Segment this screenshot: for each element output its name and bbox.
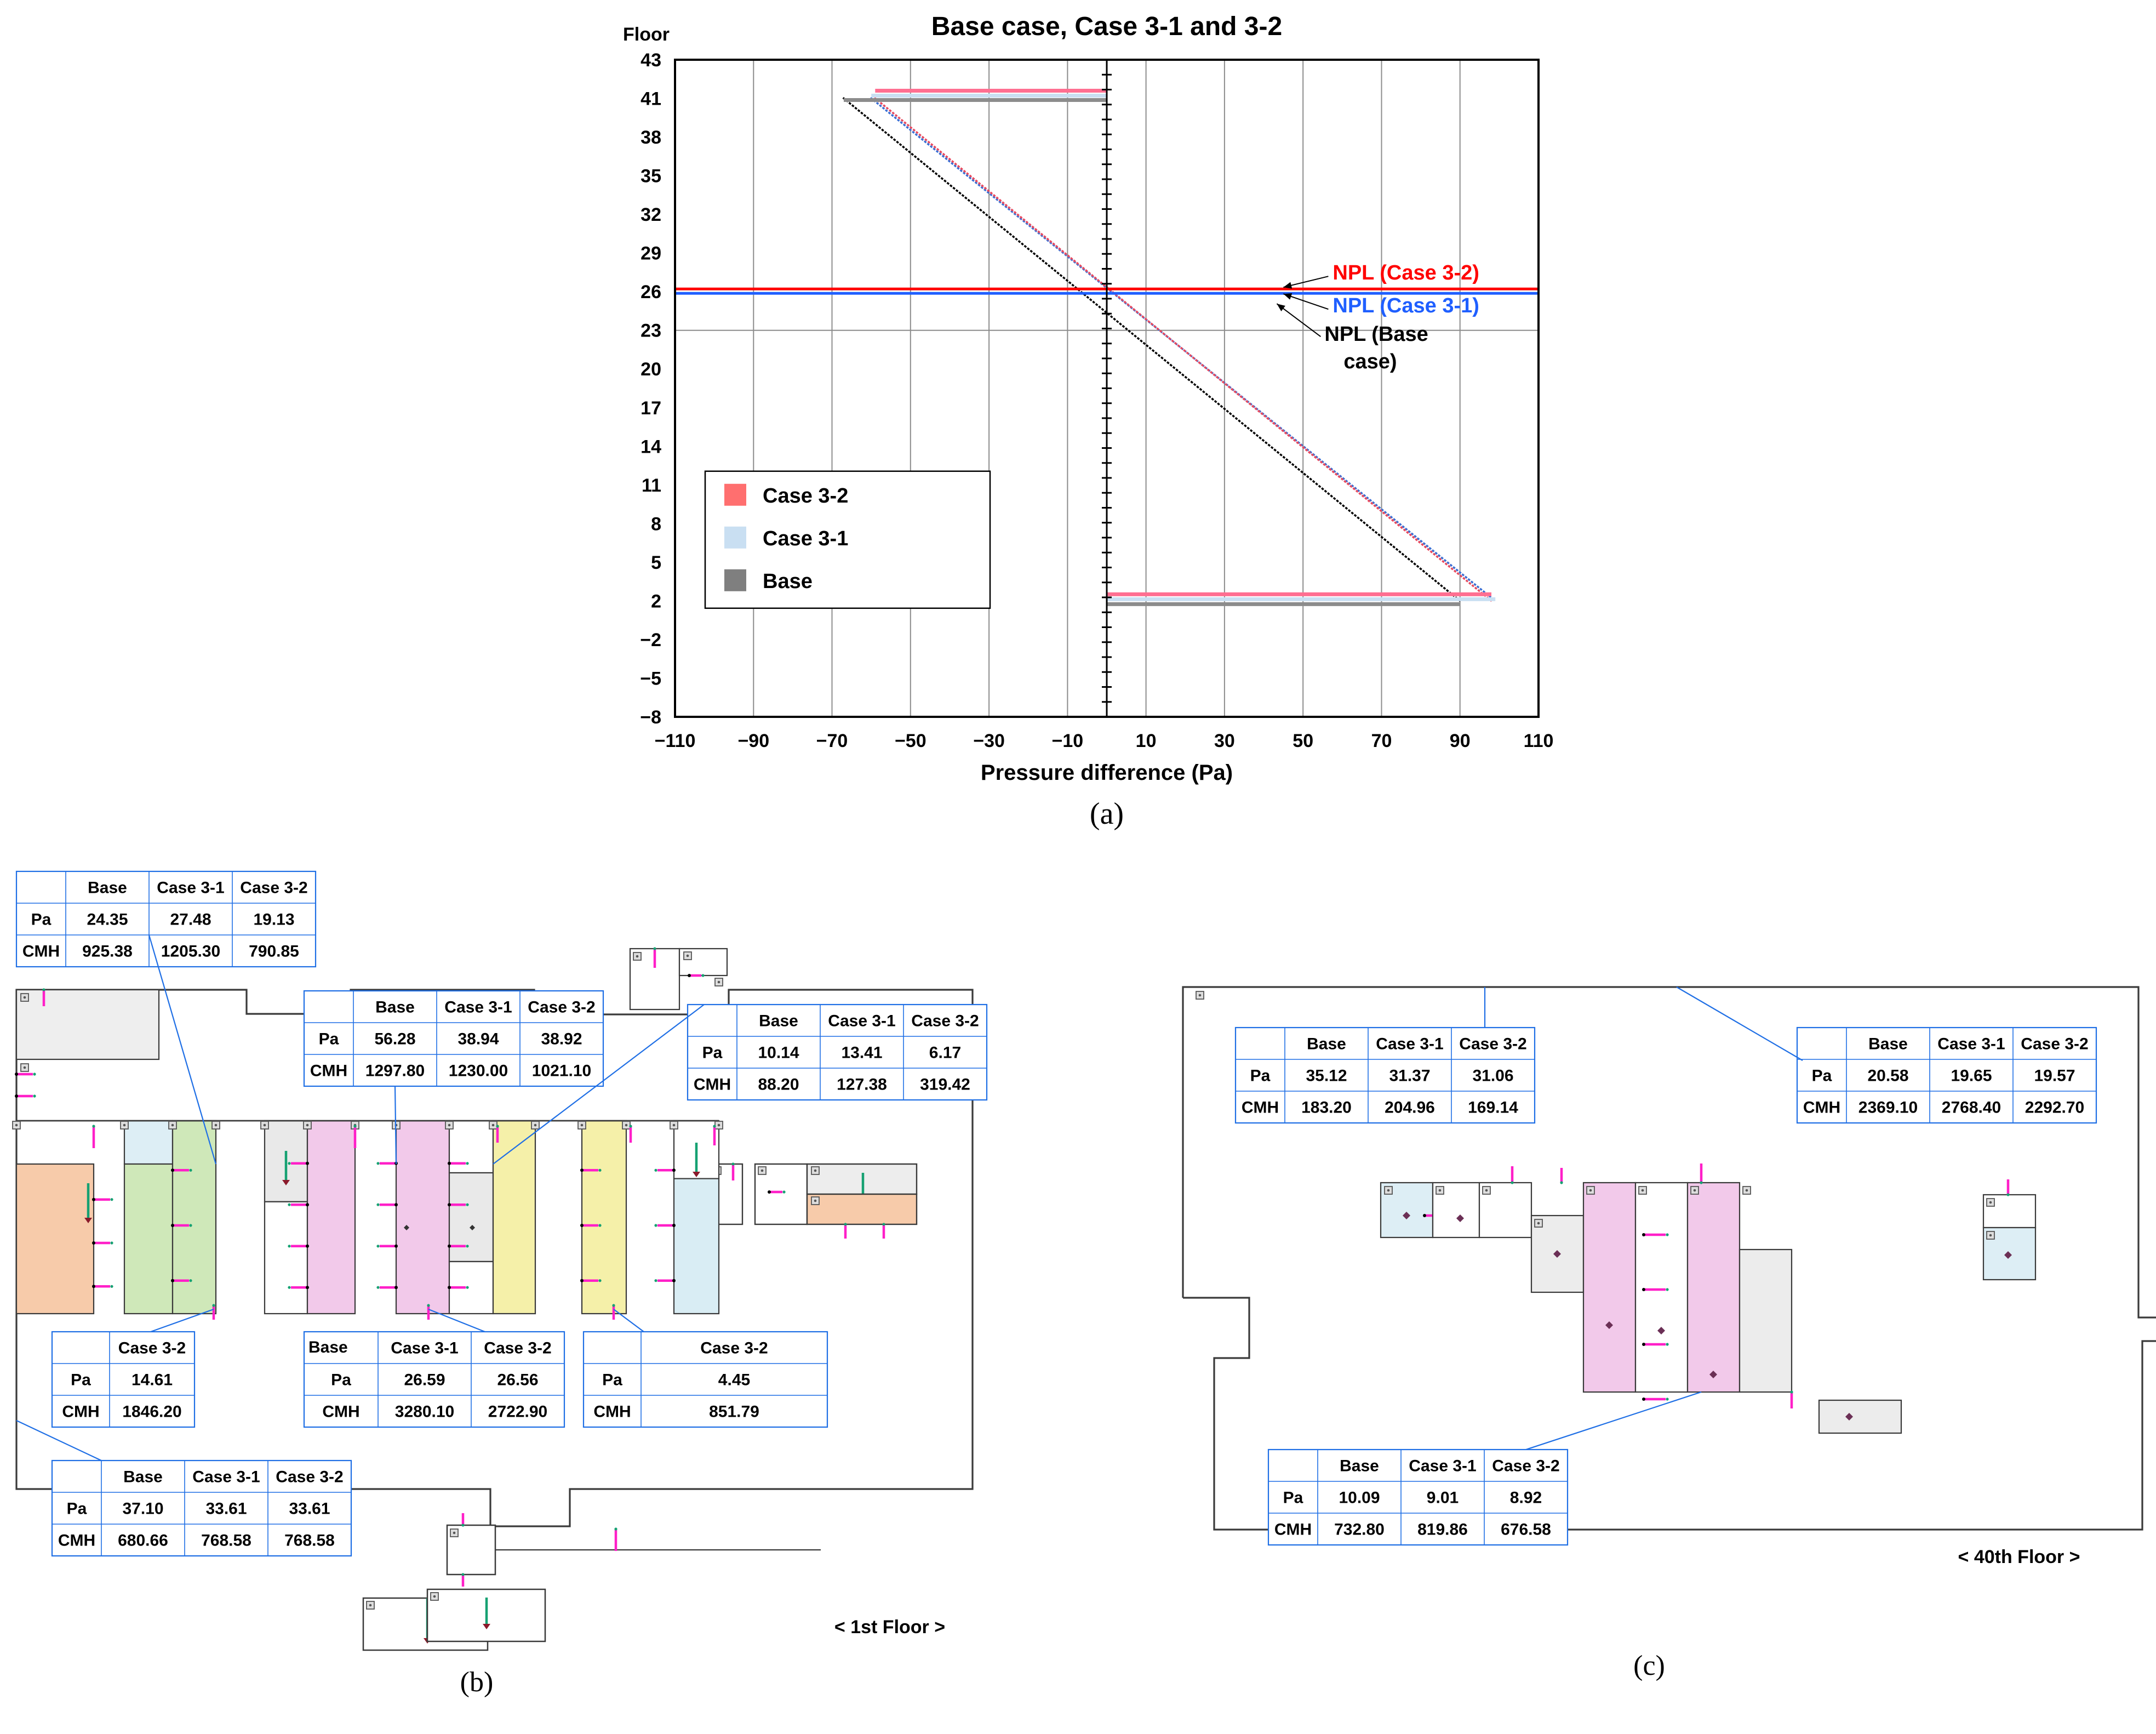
svg-text:10.09: 10.09 [1339,1488,1380,1507]
svg-text:169.14: 169.14 [1468,1098,1518,1116]
svg-text:9.01: 9.01 [1427,1488,1459,1507]
svg-text:Base: Base [1868,1035,1908,1053]
svg-text:CMH: CMH [1242,1098,1279,1116]
svg-text:183.20: 183.20 [1301,1098,1352,1116]
svg-text:20.58: 20.58 [1867,1066,1908,1085]
svg-text:819.86: 819.86 [1417,1520,1468,1538]
svg-text:35.12: 35.12 [1306,1066,1347,1085]
svg-text:2768.40: 2768.40 [1942,1098,2001,1116]
svg-text:19.65: 19.65 [1951,1066,1992,1085]
svg-text:Case 3-1: Case 3-1 [1409,1457,1476,1475]
svg-text:Base: Base [1340,1457,1379,1475]
svg-text:Pa: Pa [1250,1066,1271,1085]
svg-text:Base: Base [1307,1035,1346,1053]
svg-text:31.37: 31.37 [1389,1066,1430,1085]
svg-text:732.80: 732.80 [1334,1520,1385,1538]
svg-text:Case 3-1: Case 3-1 [1937,1035,2005,1053]
svg-text:Pa: Pa [1283,1488,1303,1507]
svg-text:204.96: 204.96 [1385,1098,1435,1116]
svg-text:31.06: 31.06 [1472,1066,1513,1085]
svg-text:8.92: 8.92 [1510,1488,1542,1507]
svg-text:Case 3-2: Case 3-2 [1492,1457,1559,1475]
svg-text:CMH: CMH [1803,1098,1840,1116]
svg-text:CMH: CMH [1274,1520,1312,1538]
svg-text:19.57: 19.57 [2034,1066,2075,1085]
svg-text:2369.10: 2369.10 [1858,1098,1918,1116]
svg-text:2292.70: 2292.70 [2025,1098,2084,1116]
svg-text:Pa: Pa [1812,1066,1832,1085]
svg-text:Case 3-2: Case 3-2 [1459,1035,1526,1053]
svg-text:676.58: 676.58 [1501,1520,1551,1538]
svg-text:Case 3-1: Case 3-1 [1376,1035,1443,1053]
svg-text:Case 3-2: Case 3-2 [2021,1035,2088,1053]
